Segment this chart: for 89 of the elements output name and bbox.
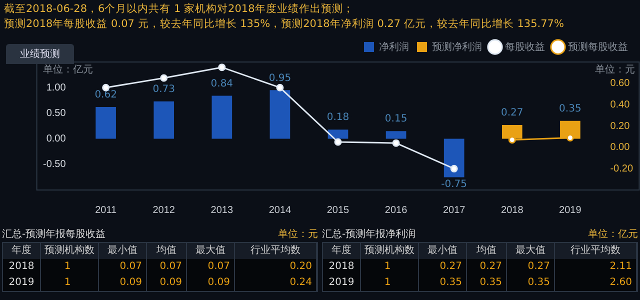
text: 0.07 bbox=[187, 259, 235, 275]
text: 预测机构数 bbox=[361, 243, 419, 259]
text: 0.09 bbox=[187, 275, 235, 291]
y2-tick-label: 0.20 bbox=[610, 120, 630, 132]
y2-tick-label: -0.20 bbox=[610, 163, 634, 174]
text: 行业平均数 bbox=[555, 243, 637, 259]
text: 2.11 bbox=[555, 259, 637, 275]
text: 0.07 bbox=[147, 259, 187, 275]
text: 年度 bbox=[3, 243, 41, 259]
data-label: 0.18 bbox=[326, 112, 350, 124]
text: 1 bbox=[361, 275, 419, 291]
text: 最大值 bbox=[187, 243, 235, 259]
point bbox=[276, 84, 284, 92]
bar bbox=[328, 130, 348, 139]
point bbox=[218, 64, 226, 72]
legend-label: 净利润 bbox=[379, 40, 409, 53]
x-tick-label: 2019 bbox=[559, 204, 582, 216]
y2-tick-label: 0.40 bbox=[610, 99, 630, 110]
chart-subtitle: 预测2018年每股收益 0.07 元，较去年同比增长 135%，预测2018年净利润 0.27 亿元，较去年同比增长 135.77% bbox=[4, 17, 564, 32]
bar bbox=[386, 131, 406, 139]
text: 0.27 bbox=[419, 259, 467, 275]
x-tick-label: 2013 bbox=[210, 204, 234, 216]
y2-tick-label: 0.60 bbox=[610, 78, 630, 90]
text: 0.24 bbox=[235, 275, 317, 291]
text: 汇总-预测年报每股收益 bbox=[2, 228, 106, 242]
y-tick-label: -0.50 bbox=[42, 159, 66, 170]
bar bbox=[444, 138, 464, 178]
data-label: 0.95 bbox=[268, 72, 292, 84]
text: 预测机构数 bbox=[41, 243, 99, 259]
y2-axis-title: 单位：元 bbox=[595, 64, 636, 76]
x-tick-label: 2014 bbox=[268, 204, 292, 216]
text: 均值 bbox=[147, 243, 187, 259]
text: 1 bbox=[361, 259, 419, 275]
text: 1 bbox=[41, 259, 99, 275]
bar bbox=[212, 96, 232, 139]
y-axis-title: 单位：亿元 bbox=[42, 64, 93, 76]
y-tick-label: 0.50 bbox=[46, 108, 66, 119]
text: 1 bbox=[41, 275, 99, 291]
text: 0.09 bbox=[99, 275, 147, 291]
point bbox=[160, 74, 168, 82]
text: 最小值 bbox=[419, 243, 467, 259]
chart-title: 截至2018-06-28，6个月以内共有 1 家机构对2018年度业绩作出预测； bbox=[4, 2, 355, 17]
text: 2.60 bbox=[555, 275, 637, 291]
y2-tick-label: 0.00 bbox=[610, 142, 630, 154]
x-tick-label: 2017 bbox=[442, 204, 466, 216]
y-tick-label: 1.00 bbox=[46, 82, 66, 94]
text: 0.20 bbox=[235, 259, 317, 275]
x-tick-label: 2012 bbox=[152, 204, 176, 216]
legend-label: 每股收益 bbox=[505, 40, 545, 53]
text: 0.27 bbox=[467, 259, 507, 275]
text: 最大值 bbox=[507, 243, 555, 259]
text: 2018 bbox=[323, 259, 361, 275]
text: 0.27 bbox=[507, 259, 555, 275]
bar bbox=[270, 90, 290, 139]
text: 2019 bbox=[3, 275, 41, 291]
text: 最小值 bbox=[99, 243, 147, 259]
text: 0.35 bbox=[507, 275, 555, 291]
point bbox=[450, 164, 458, 172]
text: 0.07 bbox=[99, 259, 147, 275]
text: 2018 bbox=[3, 259, 41, 275]
text: 2019 bbox=[323, 275, 361, 291]
bar bbox=[154, 101, 174, 139]
data-label: 0.15 bbox=[384, 114, 408, 125]
data-label: 0.35 bbox=[559, 103, 582, 114]
y-tick-label: 0.00 bbox=[46, 134, 66, 145]
x-tick-label: 2016 bbox=[384, 204, 408, 216]
data-label: 0.84 bbox=[210, 78, 234, 90]
data-label: 0.27 bbox=[501, 108, 524, 119]
text: 年度 bbox=[323, 243, 361, 259]
point bbox=[334, 138, 342, 146]
text: 0.35 bbox=[419, 275, 467, 291]
legend-label: 预测每股收益 bbox=[568, 40, 628, 53]
data-label: 0.62 bbox=[94, 90, 117, 101]
x-tick-label: 2018 bbox=[501, 204, 524, 216]
data-label: -0.75 bbox=[441, 178, 468, 190]
text: 0.09 bbox=[147, 275, 187, 291]
point bbox=[392, 139, 400, 147]
x-tick-label: 2011 bbox=[95, 204, 117, 216]
text: 单位：亿元 bbox=[588, 228, 638, 242]
text: 均值 bbox=[467, 243, 507, 259]
text: 汇总-预测年报净利润 bbox=[322, 228, 416, 242]
text: 行业平均数 bbox=[235, 243, 317, 259]
text: 业绩预测 bbox=[6, 44, 74, 64]
text: 0.35 bbox=[467, 275, 507, 291]
x-tick-label: 2015 bbox=[326, 204, 350, 216]
text: 单位：元 bbox=[278, 228, 318, 242]
data-label: 0.73 bbox=[152, 84, 175, 96]
legend-label: 预测净利润 bbox=[432, 40, 482, 53]
bar bbox=[96, 107, 116, 139]
